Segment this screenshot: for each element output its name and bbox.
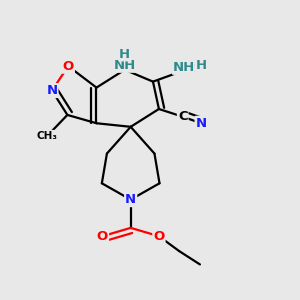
Text: CH₃: CH₃ (37, 131, 58, 141)
Text: O: O (97, 230, 108, 243)
Text: NH: NH (114, 59, 136, 72)
Text: 2: 2 (193, 64, 200, 74)
Text: O: O (63, 60, 74, 73)
Text: H: H (196, 59, 207, 72)
Text: N: N (46, 84, 58, 97)
Text: NH: NH (173, 61, 195, 74)
Text: C: C (178, 110, 188, 123)
Text: N: N (125, 193, 136, 206)
Text: H: H (119, 48, 130, 61)
Text: N: N (196, 117, 207, 130)
Text: O: O (153, 230, 164, 243)
